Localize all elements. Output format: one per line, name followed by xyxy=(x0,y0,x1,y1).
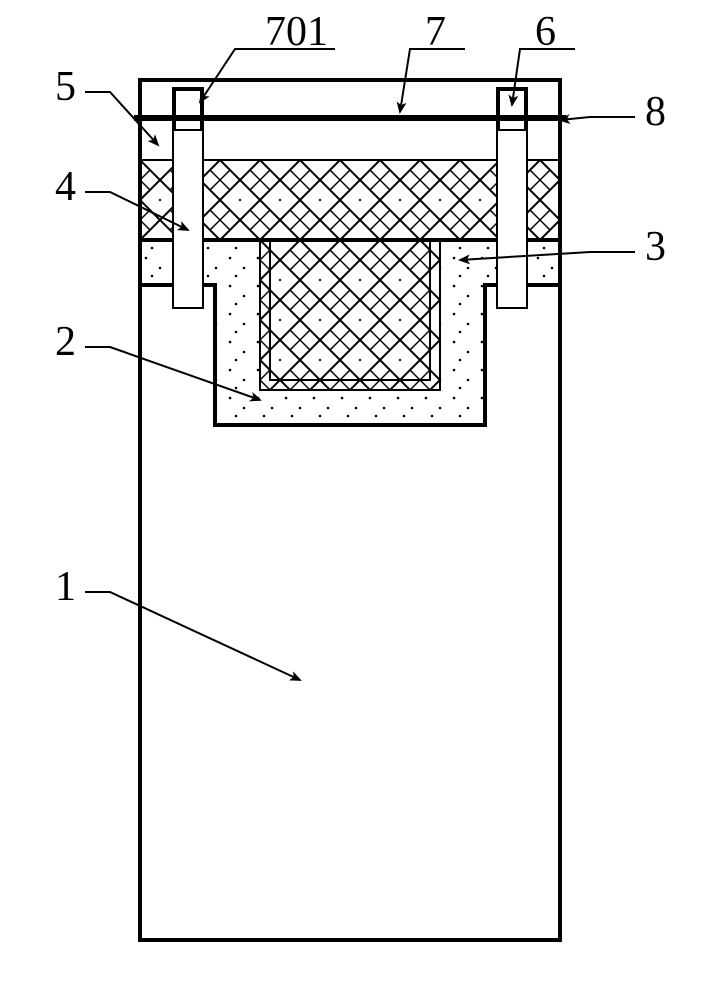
right-pillar-inner-box xyxy=(499,90,525,130)
label-1: 1 xyxy=(55,564,76,610)
label-2: 2 xyxy=(55,319,76,365)
label-5: 5 xyxy=(55,64,76,110)
label-8: 8 xyxy=(645,89,666,135)
leader-1 xyxy=(85,592,300,680)
label-7: 7 xyxy=(425,9,446,55)
label-701: 701 xyxy=(265,9,328,55)
label-3: 3 xyxy=(645,224,666,270)
leader-8 xyxy=(560,117,635,120)
left-pillar-inner-box xyxy=(175,90,201,130)
label-6: 6 xyxy=(535,9,556,55)
label-4: 4 xyxy=(55,164,76,210)
